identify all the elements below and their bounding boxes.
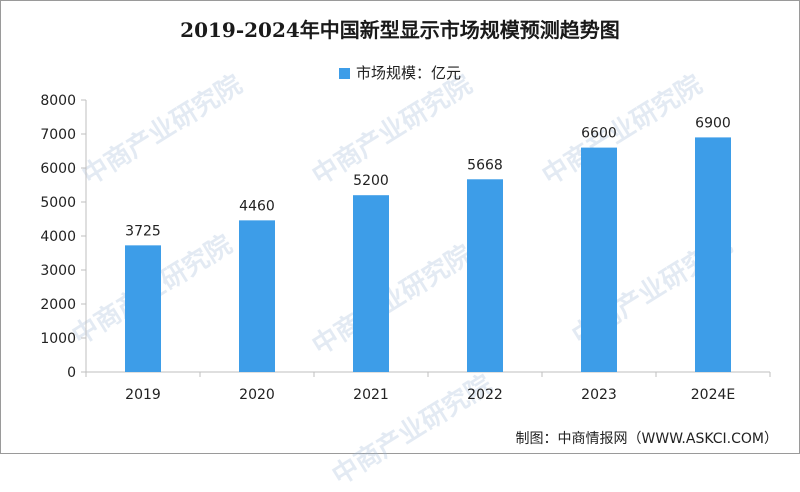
- y-tick-label: 1000: [40, 331, 76, 347]
- chart-title: 2019-2024年中国新型显示市场规模预测趋势图: [180, 18, 620, 42]
- x-tick-label: 2021: [353, 387, 389, 403]
- x-tick-label: 2023: [581, 387, 617, 403]
- legend-label: 市场规模：亿元: [355, 64, 461, 82]
- bar: [467, 179, 503, 372]
- data-label: 6600: [581, 126, 617, 142]
- bar: [581, 147, 617, 372]
- y-tick-label: 4000: [40, 229, 76, 245]
- bar: [239, 220, 275, 372]
- legend-swatch: [338, 68, 350, 79]
- x-tick-label: 2022: [467, 387, 503, 403]
- bar-chart: 0 1000 2000 3000 4000 5000 6000 7000 8000 3725 201…: [40, 93, 771, 403]
- y-tick-label: 0: [67, 365, 76, 381]
- y-tick-label: 2000: [40, 297, 76, 313]
- x-tick-label: 2019: [125, 387, 161, 403]
- data-label: 6900: [695, 115, 731, 131]
- legend: 市场规模：亿元: [0, 62, 800, 83]
- data-label: 4460: [239, 198, 275, 214]
- y-tick-label: 7000: [40, 127, 76, 143]
- y-tick-label: 6000: [40, 161, 76, 177]
- y-tick-label: 8000: [40, 93, 76, 109]
- y-tick-label: 5000: [40, 195, 76, 211]
- bar: [125, 245, 161, 372]
- y-tick-label: 3000: [40, 263, 76, 279]
- x-tick-label: 2024E: [691, 387, 735, 403]
- data-label: 5200: [353, 173, 389, 189]
- x-tick-label: 2020: [239, 387, 275, 403]
- data-label: 3725: [125, 223, 161, 239]
- data-label: 5668: [467, 157, 503, 173]
- bar: [353, 195, 389, 372]
- source-note: 制图：中商情报网（WWW.ASKCI.COM）: [515, 431, 778, 447]
- bar: [695, 137, 731, 372]
